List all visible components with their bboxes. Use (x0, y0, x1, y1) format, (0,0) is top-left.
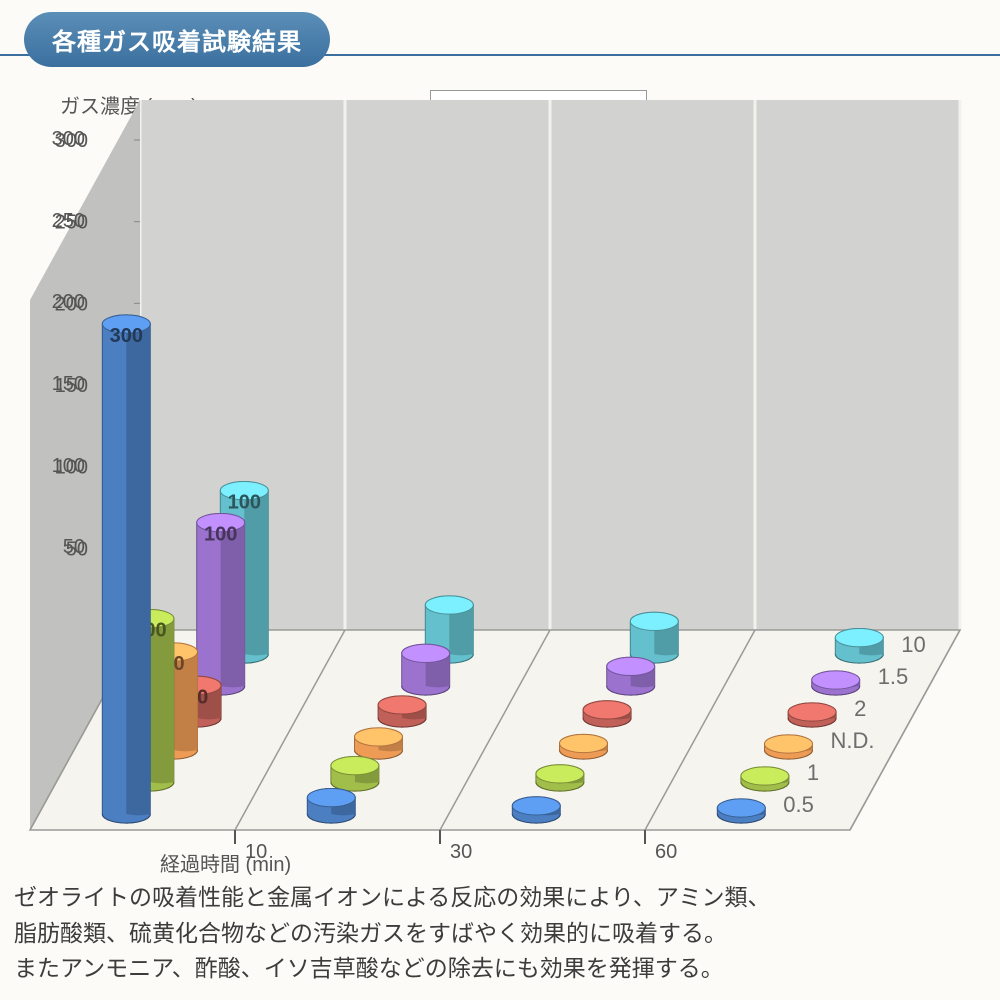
svg-text:1.5: 1.5 (878, 664, 909, 689)
y-tick: 200 (40, 291, 85, 314)
cylinder-ammonia-t2 (512, 797, 560, 823)
cylinder-ammonia-t1 (307, 789, 355, 824)
cylinder-h2s-t1 (355, 728, 403, 759)
svg-text:60: 60 (655, 841, 677, 863)
cylinder-formaldehyde-t2 (583, 701, 631, 727)
cylinder-so2-t1 (402, 644, 450, 695)
svg-text:30: 30 (450, 841, 472, 863)
cylinder-no2-t2 (630, 612, 678, 663)
y-tick: 300 (40, 128, 85, 151)
cylinder-so2-t2 (607, 657, 655, 695)
svg-text:300: 300 (110, 325, 143, 347)
cylinder-formaldehyde-t1 (378, 696, 426, 727)
cylinder-acetic-t2 (536, 765, 584, 791)
y-tick: 50 (40, 536, 85, 559)
cylinder-h2s-t2 (560, 734, 608, 759)
svg-text:1: 1 (807, 760, 819, 785)
cylinder-acetic-t1 (331, 757, 379, 792)
svg-text:100: 100 (228, 492, 261, 514)
chart-3d-bar: ガス濃度 (ppm) アンモニア酢酸硫化水素ホルムアルデヒド二酸化硫黄二酸化窒素… (0, 60, 1000, 880)
svg-text:2: 2 (854, 696, 866, 721)
svg-text:10: 10 (901, 632, 925, 657)
cylinder-so2-t0: 100 (197, 514, 245, 696)
y-tick: 250 (40, 210, 85, 233)
cylinder-ammonia-t0: 300 (102, 315, 150, 823)
y-tick: 100 (40, 455, 85, 478)
svg-text:0.5: 0.5 (783, 792, 814, 817)
svg-text:100: 100 (204, 524, 237, 546)
section-title: 各種ガス吸着試験結果 (24, 12, 330, 67)
chart-svg: 5010015020025030010306010010020601003001… (0, 60, 1000, 880)
svg-text:N.D.: N.D. (831, 728, 875, 753)
y-tick: 150 (40, 373, 85, 396)
x-axis-title: 経過時間 (min) (160, 848, 291, 877)
description-text: ゼオライトの吸着性能と金属イオンによる反応の効果により、アミン類、脂肪酸類、硫黄… (14, 880, 990, 987)
